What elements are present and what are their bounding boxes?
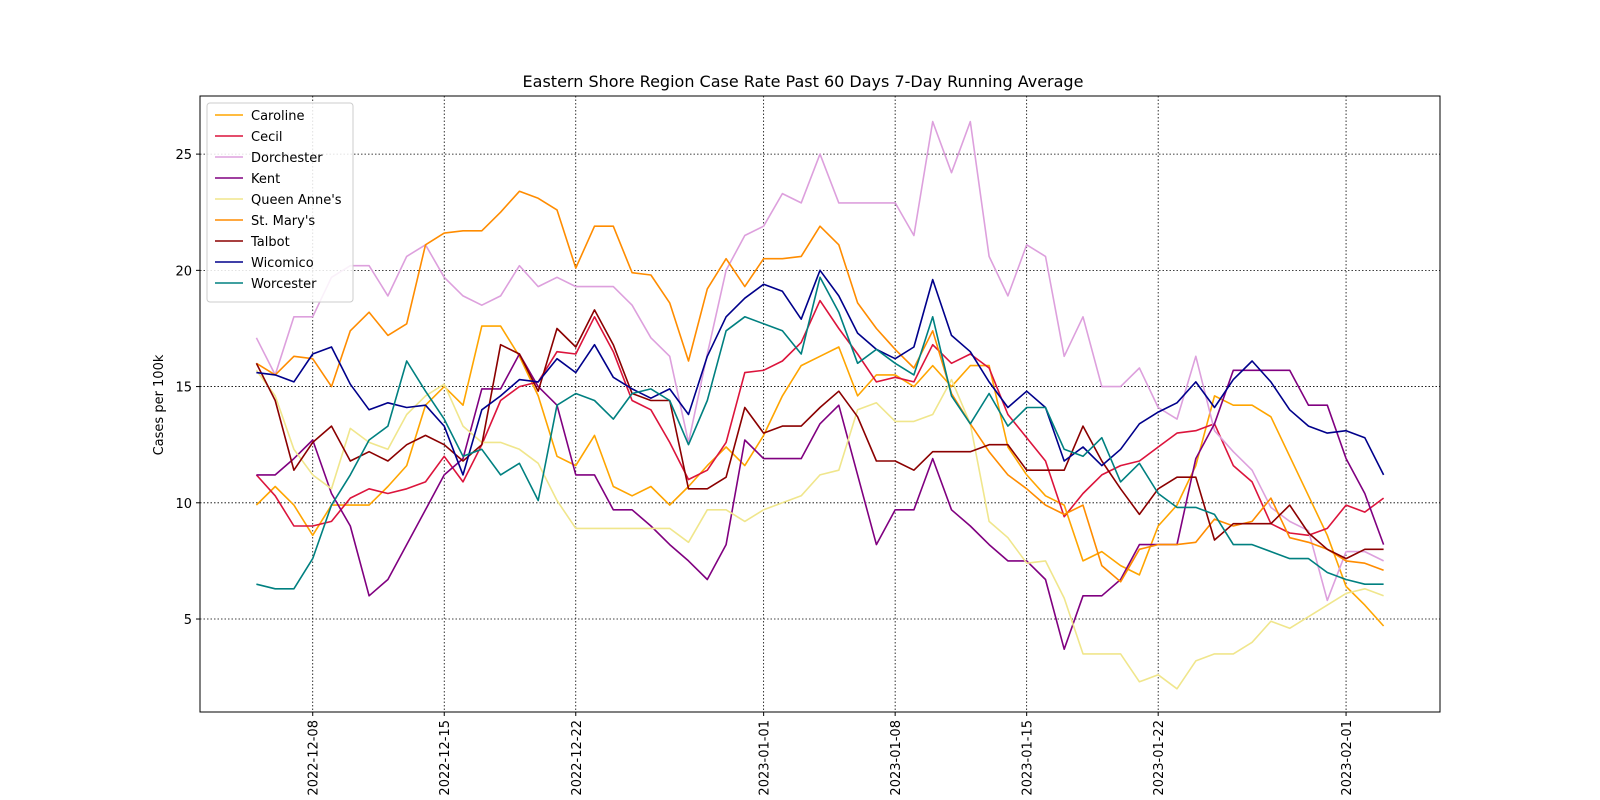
legend-label-wicomico: Wicomico bbox=[251, 256, 314, 271]
legend-label-talbot: Talbot bbox=[250, 235, 290, 250]
y-tick-label: 15 bbox=[175, 381, 192, 396]
legend-label-cecil: Cecil bbox=[251, 130, 282, 145]
series-line-wicomico bbox=[256, 269, 1385, 476]
chart-title: Eastern Shore Region Case Rate Past 60 D… bbox=[523, 72, 1084, 91]
y-axis: 5 10 15 20 25 bbox=[175, 148, 200, 628]
series-layer bbox=[255, 120, 1385, 690]
x-tick-label: 2023-01-01 bbox=[758, 720, 773, 796]
series-line-worcester bbox=[256, 276, 1384, 590]
legend-label-queen-anne-s: Queen Anne's bbox=[251, 193, 342, 208]
plot-frame bbox=[199, 95, 1441, 713]
series-line-dorchester bbox=[255, 120, 1384, 602]
y-tick-label: 5 bbox=[184, 613, 192, 628]
series-line-talbot bbox=[255, 309, 1384, 560]
y-tick-label: 20 bbox=[175, 264, 192, 279]
x-tick-label: 2023-01-08 bbox=[889, 720, 904, 796]
series-line-caroline bbox=[255, 325, 1385, 627]
legend-box bbox=[206, 102, 354, 303]
x-tick-label: 2022-12-08 bbox=[307, 720, 322, 796]
x-tick-label: 2023-01-15 bbox=[1021, 720, 1036, 796]
legend-label-caroline: Caroline bbox=[251, 109, 305, 124]
x-tick-label: 2022-12-22 bbox=[570, 720, 585, 796]
legend-label-worcester: Worcester bbox=[251, 277, 317, 292]
series-line-queen-anne-s bbox=[255, 369, 1384, 690]
series-line-cecil bbox=[255, 299, 1385, 537]
x-tick-label: 2022-12-15 bbox=[438, 720, 453, 796]
x-tick-label: 2023-02-01 bbox=[1340, 720, 1355, 796]
legend-label-st-mary-s: St. Mary's bbox=[251, 214, 315, 229]
legend: Caroline Cecil Dorchester Kent Queen Anne's S… bbox=[206, 102, 354, 303]
x-tick-label: 2023-01-22 bbox=[1152, 720, 1167, 796]
y-tick-label: 10 bbox=[175, 497, 192, 512]
x-axis: 2022-12-08 2022-12-15 2022-12-22 2023-01-01… bbox=[307, 712, 1355, 796]
series-line-kent bbox=[256, 353, 1385, 651]
series-line-st-mary-s bbox=[255, 190, 1384, 583]
y-axis-label: Cases per 100k bbox=[152, 354, 167, 455]
legend-label-dorchester: Dorchester bbox=[251, 151, 323, 166]
legend-label-kent: Kent bbox=[251, 172, 280, 187]
y-tick-label: 25 bbox=[175, 148, 192, 163]
